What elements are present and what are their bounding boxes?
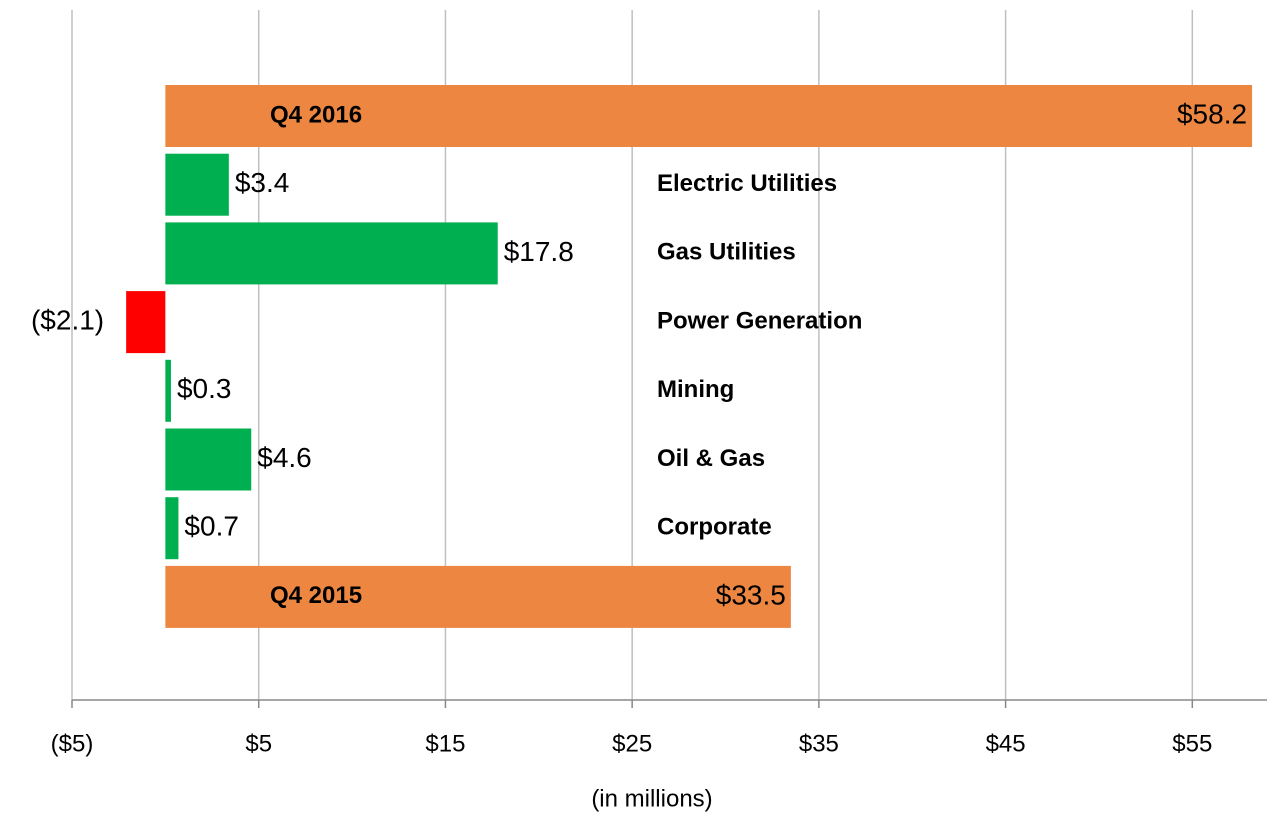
x-tick-label: $15: [425, 730, 465, 757]
bar: [165, 565, 791, 628]
value-label: $58.2: [1177, 98, 1247, 129]
bar: [165, 85, 1253, 147]
bar: [165, 222, 498, 285]
bar: [165, 428, 252, 491]
x-axis-title: (in millions): [591, 785, 712, 812]
bar: [126, 291, 166, 354]
x-tick-label: $45: [986, 730, 1026, 757]
x-tick-label: $55: [1172, 730, 1212, 757]
value-label: $4.6: [257, 442, 312, 473]
x-tick-label: $5: [245, 730, 272, 757]
bar: [165, 359, 171, 422]
category-label: Mining: [657, 376, 734, 403]
value-label: $0.3: [177, 373, 232, 404]
category-label: Power Generation: [657, 307, 862, 334]
value-label: $17.8: [504, 236, 574, 267]
category-label: Oil & Gas: [657, 445, 765, 472]
category-label: Corporate: [657, 514, 772, 541]
value-label: $3.4: [235, 167, 290, 198]
value-label: ($2.1): [31, 304, 104, 335]
bar: [165, 153, 229, 216]
value-label: $0.7: [184, 511, 239, 542]
x-tick-label: $35: [799, 730, 839, 757]
value-label: $33.5: [716, 579, 786, 610]
category-label: Q4 2016: [270, 101, 362, 128]
bar: [165, 497, 179, 560]
category-label: Q4 2015: [270, 582, 362, 609]
category-label: Gas Utilities: [657, 239, 796, 266]
x-tick-label: ($5): [51, 730, 94, 757]
x-tick-label: $25: [612, 730, 652, 757]
category-label: Electric Utilities: [657, 170, 837, 197]
